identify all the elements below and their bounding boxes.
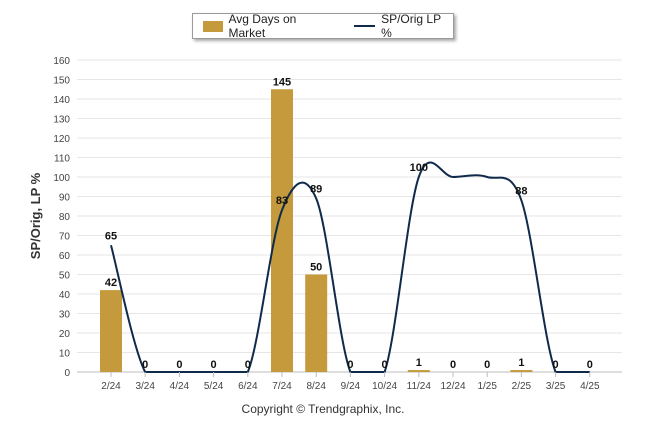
y-axis-ticks: 0 10 20 30 40 50 60 70 80 90 100 110 120 130 140 150 160 bbox=[53, 56, 70, 379]
y-tick-label: 100 bbox=[53, 173, 70, 184]
x-tick-label: 1/25 bbox=[477, 381, 497, 392]
x-tick-label: 5/24 bbox=[204, 381, 224, 392]
y-tick-label: 150 bbox=[53, 76, 70, 87]
y-tick-label: 110 bbox=[54, 154, 70, 165]
line-label: 88 bbox=[515, 185, 527, 197]
x-tick-label: 4/24 bbox=[170, 381, 190, 392]
line-data-labels: 65 83 89 100 88 bbox=[105, 162, 528, 242]
y-tick-label: 120 bbox=[53, 134, 70, 145]
bar-label: 0 bbox=[142, 359, 148, 371]
x-tick-label: 9/24 bbox=[341, 381, 361, 392]
y-tick-label: 0 bbox=[64, 368, 70, 379]
y-axis-label: SP/Orig, LP % bbox=[28, 172, 43, 259]
y-tick-label: 80 bbox=[59, 212, 71, 223]
x-tick-label: 2/25 bbox=[512, 381, 532, 392]
legend-item-line[interactable]: SP/Orig LP % bbox=[353, 12, 453, 40]
y-tick-label: 160 bbox=[53, 56, 70, 67]
legend-bar-swatch bbox=[203, 20, 223, 32]
x-tick-label: 7/24 bbox=[272, 381, 292, 392]
bar-label: 145 bbox=[273, 76, 291, 88]
x-axis-ticks: 2/24 3/24 4/24 5/24 6/24 7/24 8/24 9/24 10/24 11/… bbox=[101, 372, 600, 392]
y-tick-label: 60 bbox=[59, 251, 71, 262]
bar-label: 0 bbox=[484, 359, 490, 371]
y-tick-label: 50 bbox=[59, 271, 71, 282]
bar-label: 1 bbox=[416, 357, 422, 369]
y-tick-label: 40 bbox=[59, 290, 71, 301]
x-tick-label: 4/25 bbox=[580, 381, 600, 392]
y-tick-label: 90 bbox=[59, 193, 71, 204]
x-tick-label: 11/24 bbox=[407, 381, 432, 392]
bar-label: 0 bbox=[587, 359, 593, 371]
x-tick-label: 12/24 bbox=[440, 381, 465, 392]
x-tick-label: 2/24 bbox=[101, 381, 121, 392]
bar-label: 50 bbox=[310, 262, 322, 274]
y-tick-label: 10 bbox=[59, 349, 71, 360]
bar-label: 42 bbox=[105, 277, 117, 289]
bar-label: 0 bbox=[176, 359, 182, 371]
bar bbox=[407, 370, 430, 372]
legend: Avg Days on Market SP/Orig LP % bbox=[192, 12, 454, 40]
legend-bar-label: Avg Days on Market bbox=[228, 12, 297, 40]
line-label: 100 bbox=[410, 162, 428, 174]
x-tick-label: 6/24 bbox=[238, 381, 258, 392]
bar bbox=[271, 89, 293, 372]
copyright-text: Copyright © Trendgraphix, Inc. bbox=[241, 402, 405, 416]
x-tick-label: 3/25 bbox=[546, 381, 566, 392]
y-tick-label: 130 bbox=[53, 115, 70, 126]
legend-line-label: SP/Orig LP % bbox=[381, 12, 441, 40]
bar-label: 0 bbox=[450, 359, 456, 371]
series-line bbox=[110, 161, 590, 373]
bar-label: 0 bbox=[347, 359, 353, 371]
legend-item-bar[interactable]: Avg Days on Market bbox=[203, 12, 334, 40]
y-tick-label: 140 bbox=[53, 95, 70, 106]
bar-label: 1 bbox=[518, 357, 524, 369]
line-series bbox=[110, 161, 590, 373]
bar bbox=[510, 370, 533, 372]
line-label: 65 bbox=[105, 230, 117, 242]
y-tick-label: 20 bbox=[59, 329, 71, 340]
line-label: 89 bbox=[310, 183, 322, 195]
bar-label: 0 bbox=[553, 359, 559, 371]
bar-label: 0 bbox=[211, 359, 217, 371]
bar bbox=[305, 274, 328, 372]
bar-label: 0 bbox=[245, 359, 251, 371]
line-label: 83 bbox=[276, 195, 288, 207]
y-tick-label: 70 bbox=[59, 232, 71, 243]
bar-label: 0 bbox=[382, 359, 388, 371]
x-tick-label: 3/24 bbox=[135, 381, 155, 392]
bar bbox=[100, 290, 122, 372]
x-tick-label: 10/24 bbox=[372, 381, 397, 392]
y-tick-label: 30 bbox=[59, 310, 71, 321]
grid-layer bbox=[77, 59, 622, 373]
x-tick-label: 8/24 bbox=[306, 381, 326, 392]
bar-series bbox=[100, 89, 533, 372]
legend-line-swatch bbox=[353, 25, 376, 27]
